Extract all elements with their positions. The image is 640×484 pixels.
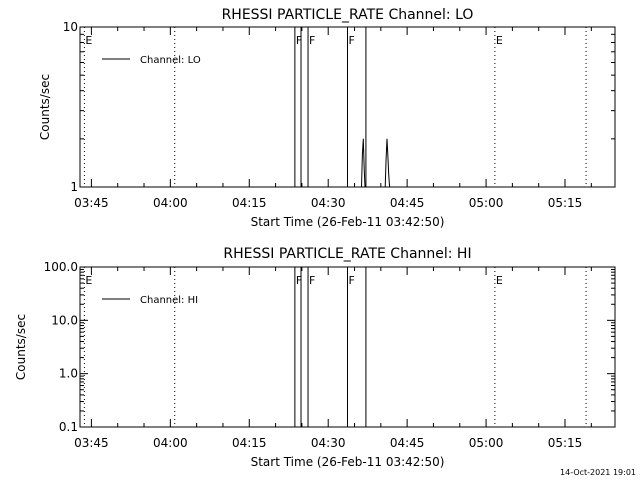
y-tick-label: 0.1 [59, 420, 78, 434]
chart-title: RHESSI PARTICLE_RATE Channel: LO [222, 7, 474, 23]
x-tick-label: 04:15 [232, 436, 267, 450]
chart-title: RHESSI PARTICLE_RATE Channel: HI [223, 246, 471, 262]
x-tick-label: 04:45 [390, 196, 425, 210]
y-axis-label: Counts/sec [14, 314, 28, 380]
y-tick-label: 10 [63, 20, 78, 34]
event-label: E [496, 34, 503, 47]
event-label: F [349, 34, 355, 47]
x-tick-label: 03:45 [74, 196, 109, 210]
y-tick-label: 1.0 [59, 367, 78, 381]
footer-timestamp: 14-Oct-2021 19:01 [560, 468, 636, 477]
event-label: E [85, 274, 92, 287]
x-tick-label: 04:15 [232, 196, 267, 210]
event-label: E [85, 34, 92, 47]
legend-label: Channel: HI [140, 295, 198, 306]
event-label: F [309, 274, 315, 287]
event-label: F [296, 274, 302, 287]
x-tick-label: 03:45 [74, 436, 109, 450]
y-tick-label: 1 [70, 180, 78, 194]
x-tick-label: 05:00 [469, 196, 504, 210]
x-tick-label: 05:00 [469, 436, 504, 450]
x-tick-label: 05:15 [548, 196, 583, 210]
y-axis-label: Counts/sec [38, 74, 52, 140]
chart-panel-0: RHESSI PARTICLE_RATE Channel: LOE F F F E03:… [38, 7, 616, 229]
x-tick-label: 04:00 [153, 436, 188, 450]
event-label: F [296, 34, 302, 47]
event-label: E [496, 274, 503, 287]
x-tick-label: 04:30 [311, 436, 346, 450]
y-tick-label: 10.0 [51, 313, 78, 327]
event-label: F [349, 274, 355, 287]
x-axis-label: Start Time (26-Feb-11 03:42:50) [251, 455, 445, 469]
x-tick-label: 05:15 [548, 436, 583, 450]
series-line [361, 138, 391, 188]
event-label: F [309, 34, 315, 47]
x-tick-label: 04:30 [311, 196, 346, 210]
x-axis-label: Start Time (26-Feb-11 03:42:50) [251, 215, 445, 229]
x-tick-label: 04:00 [153, 196, 188, 210]
legend-label: Channel: LO [140, 55, 201, 66]
chart-panel-1: RHESSI PARTICLE_RATE Channel: HIE F F F E03:… [14, 246, 616, 469]
y-tick-label: 100.0 [44, 260, 78, 274]
x-tick-label: 04:45 [390, 436, 425, 450]
